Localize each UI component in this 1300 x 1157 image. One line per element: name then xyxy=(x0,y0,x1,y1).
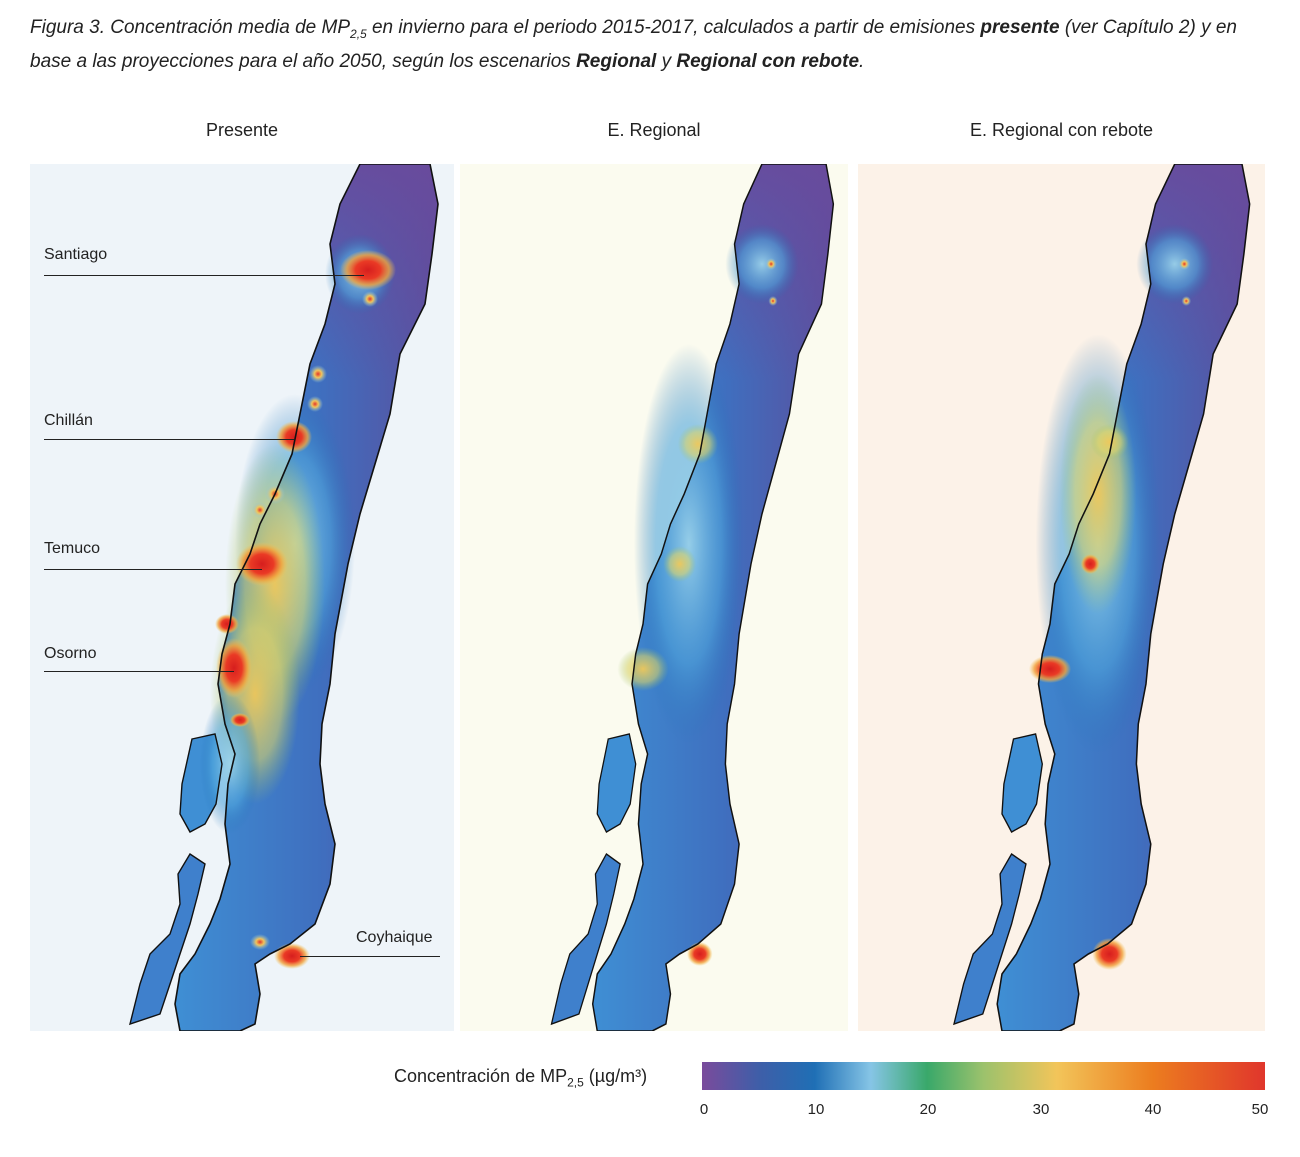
hotspot-santiago xyxy=(340,250,396,290)
hotspots xyxy=(215,250,396,969)
pollution-field xyxy=(1028,224,1214,970)
figure-caption: Figura 3. Concentración media de MP2,5 e… xyxy=(30,14,1280,76)
map-panel-presente xyxy=(30,164,454,1031)
legend-tick-0: 0 xyxy=(699,1101,709,1118)
leader-line-chillan xyxy=(44,439,294,440)
legend-tick-40: 40 xyxy=(1144,1101,1162,1118)
city-label-chillan: Chillán xyxy=(44,412,93,429)
leader-line-coyhaique xyxy=(300,956,440,957)
legend-color-bar xyxy=(702,1062,1265,1090)
city-label-osorno: Osorno xyxy=(44,645,97,662)
legend-label: Concentración de MP2,5 (µg/m³) xyxy=(394,1066,648,1090)
caption-text-4: y xyxy=(656,50,677,72)
hotspot-temuco xyxy=(236,542,288,586)
map-panel-regional xyxy=(460,164,848,1031)
panel-title-regional: E. Regional xyxy=(607,120,701,140)
hotspot-coyhaique xyxy=(1092,938,1127,970)
caption-subscript: 2,5 xyxy=(350,26,367,41)
caption-text-2: en invierno para el periodo 2015-2017, c… xyxy=(366,17,981,38)
hotspot-coyhaique xyxy=(274,943,310,969)
caption-bold-presente: presente xyxy=(980,17,1060,38)
city-label-temuco: Temuco xyxy=(44,540,101,557)
caption-text-3: (ver Capítulo 2) y en base a las proyecc… xyxy=(30,17,1237,72)
map-panel-rebote xyxy=(858,164,1265,1031)
leader-line-temuco xyxy=(44,569,262,570)
map-regional xyxy=(460,164,848,1031)
hotspot-coyhaique xyxy=(686,942,713,966)
legend-tick-20: 20 xyxy=(919,1101,937,1118)
legend-tick-10: 10 xyxy=(807,1101,825,1118)
map-rebote xyxy=(858,164,1265,1031)
leader-line-santiago xyxy=(44,275,364,276)
city-label-santiago: Santiago xyxy=(44,246,108,263)
panel-title-presente: Presente xyxy=(205,120,279,140)
hotspot-osorno xyxy=(1028,655,1072,683)
map-presente xyxy=(30,164,454,1031)
legend-tick-50: 50 xyxy=(1251,1101,1269,1118)
caption-text-1: Concentración media de MP xyxy=(110,17,351,38)
pollution-field xyxy=(617,224,799,966)
caption-bold-regional: Regional xyxy=(576,50,657,72)
hotspot-chillan xyxy=(276,421,312,453)
leader-line-osorno xyxy=(44,671,234,672)
legend-tick-30: 30 xyxy=(1032,1101,1050,1118)
caption-bold-rebote: Regional con rebote xyxy=(676,50,860,72)
caption-figure-label: Figura 3. xyxy=(30,17,105,38)
city-label-coyhaique: Coyhaique xyxy=(356,929,433,946)
panel-title-rebote: E. Regional con rebote xyxy=(969,120,1154,140)
hotspot-osorno xyxy=(216,638,252,698)
caption-text-5: . xyxy=(859,50,865,72)
